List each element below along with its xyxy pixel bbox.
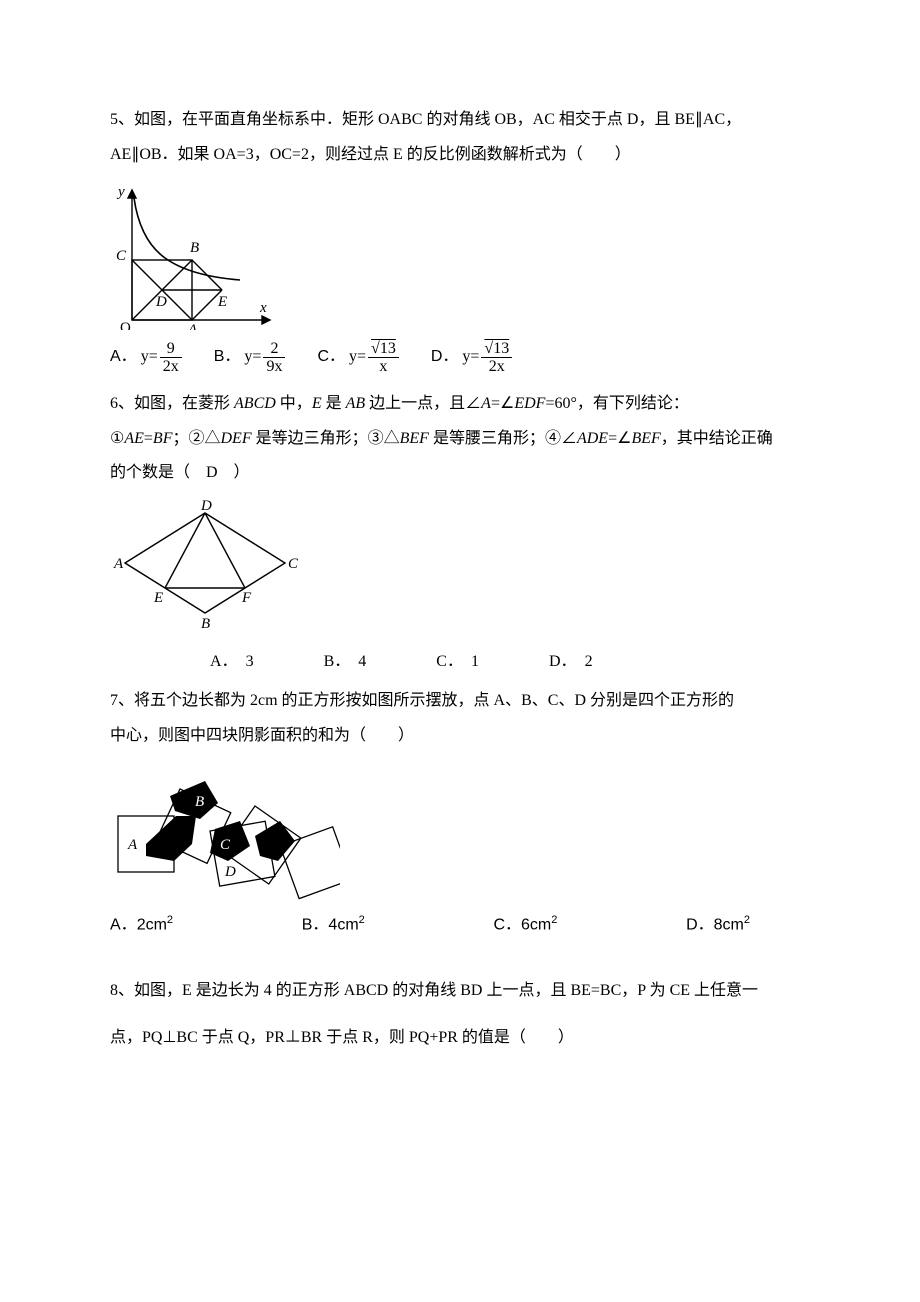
q7-opt-B: B．4cm2 bbox=[302, 911, 365, 940]
q5-label-C: C bbox=[116, 248, 127, 264]
q5-diagram: y x C B D E O A bbox=[110, 180, 810, 330]
q6-label-A: A bbox=[113, 556, 124, 572]
q7-line2: 中心，则图中四块阴影面积的和为（ ） bbox=[110, 722, 810, 751]
q6-label-E: E bbox=[153, 590, 163, 606]
q6-options: A． 3 B． 4 C． 1 D． 2 bbox=[110, 648, 810, 677]
q7-line1: 7、将五个边长都为 2cm 的正方形按如图所示摆放，点 A、B、C、D 分别是四… bbox=[110, 687, 810, 716]
q5-label-E: E bbox=[217, 294, 227, 310]
q6-diagram: A B C D E F bbox=[110, 498, 810, 628]
q8-line1: 8、如图，E 是边长为 4 的正方形 ABCD 的对角线 BD 上一点，且 BE… bbox=[110, 970, 810, 1012]
q6-opt-D: D． 2 bbox=[549, 648, 593, 677]
q6-label-D: D bbox=[200, 498, 212, 514]
q6-line2: ①AE=BF；②△DEF 是等边三角形；③△BEF 是等腰三角形；④∠ADE=∠… bbox=[110, 425, 810, 454]
q5-options: A． y= 92x B． y= 29x C． y= √13x D． y= √13… bbox=[110, 340, 810, 376]
q7-diagram: A B C D bbox=[110, 761, 810, 901]
q6-line1: 6、如图，在菱形 ABCD 中，E 是 AB 边上一点，且∠A=∠EDF=60°… bbox=[110, 390, 810, 419]
q6-opt-A: A． 3 bbox=[210, 648, 254, 677]
q8-line2: 点，PQ⊥BC 于点 Q，PR⊥BR 于点 R，则 PQ+PR 的值是（ ） bbox=[110, 1017, 810, 1059]
q5-label-O: O bbox=[120, 320, 131, 330]
q7-opt-A: A．2cm2 bbox=[110, 911, 173, 940]
q7-options: A．2cm2 B．4cm2 C．6cm2 D．8cm2 bbox=[110, 911, 750, 940]
q6-opt-C: C． 1 bbox=[436, 648, 479, 677]
q6-opt-B: B． 4 bbox=[324, 648, 367, 677]
q6-label-C: C bbox=[288, 556, 299, 572]
q7-label-A: A bbox=[127, 837, 138, 853]
q5-label-A: A bbox=[187, 322, 198, 330]
q6-line3: 的个数是（ D ） bbox=[110, 459, 810, 488]
q5-opt-B: B． y= 29x bbox=[214, 340, 288, 376]
q5-line2: AE∥OB．如果 OA=3，OC=2，则经过点 E 的反比例函数解析式为（ ） bbox=[110, 141, 810, 170]
q5-label-D: D bbox=[155, 294, 167, 310]
q5-line1: 5、如图，在平面直角坐标系中．矩形 OABC 的对角线 OB，AC 相交于点 D… bbox=[110, 106, 810, 135]
q5-label-B: B bbox=[190, 240, 199, 256]
q5-label-y: y bbox=[116, 184, 125, 200]
q6-label-F: F bbox=[241, 590, 252, 606]
q5-opt-A: A． y= 92x bbox=[110, 340, 184, 376]
q7-opt-D: D．8cm2 bbox=[686, 911, 750, 940]
q7-label-C: C bbox=[220, 837, 231, 853]
q5-opt-C: C． y= √13x bbox=[317, 340, 400, 376]
q5-label-x: x bbox=[259, 300, 267, 316]
q7-opt-C: C．6cm2 bbox=[493, 911, 557, 940]
q7-label-B: B bbox=[195, 794, 204, 810]
q7-label-D: D bbox=[224, 864, 236, 880]
q6-label-B: B bbox=[201, 616, 210, 628]
q5-opt-D: D． y= √132x bbox=[431, 340, 514, 376]
